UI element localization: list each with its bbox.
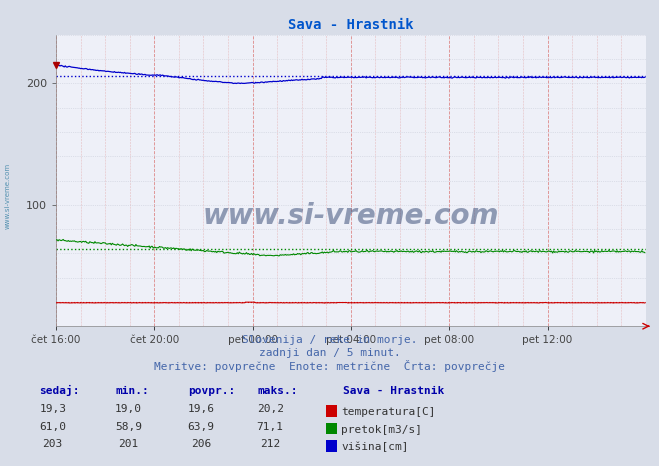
Text: www.si-vreme.com: www.si-vreme.com (5, 163, 11, 229)
Text: 19,3: 19,3 (40, 404, 66, 414)
Text: Sava - Hrastnik: Sava - Hrastnik (343, 386, 444, 396)
Text: min.:: min.: (115, 386, 149, 396)
Text: Meritve: povprečne  Enote: metrične  Črta: povprečje: Meritve: povprečne Enote: metrične Črta:… (154, 361, 505, 372)
Text: 19,0: 19,0 (115, 404, 142, 414)
Text: temperatura[C]: temperatura[C] (341, 407, 436, 418)
Text: 71,1: 71,1 (257, 422, 283, 432)
Text: Slovenija / reke in morje.: Slovenija / reke in morje. (242, 335, 417, 344)
Text: 20,2: 20,2 (257, 404, 283, 414)
Text: pretok[m3/s]: pretok[m3/s] (341, 425, 422, 435)
Text: 206: 206 (191, 439, 211, 449)
Text: maks.:: maks.: (257, 386, 297, 396)
Title: Sava - Hrastnik: Sava - Hrastnik (288, 18, 414, 33)
Text: 203: 203 (43, 439, 63, 449)
Text: 61,0: 61,0 (40, 422, 66, 432)
Text: višina[cm]: višina[cm] (341, 442, 409, 452)
Text: www.si-vreme.com: www.si-vreme.com (203, 201, 499, 230)
Text: 19,6: 19,6 (188, 404, 214, 414)
Text: sedaj:: sedaj: (40, 385, 80, 396)
Text: zadnji dan / 5 minut.: zadnji dan / 5 minut. (258, 349, 401, 358)
Text: 58,9: 58,9 (115, 422, 142, 432)
Text: 63,9: 63,9 (188, 422, 214, 432)
Text: 212: 212 (260, 439, 280, 449)
Text: povpr.:: povpr.: (188, 386, 235, 396)
Text: 201: 201 (119, 439, 138, 449)
